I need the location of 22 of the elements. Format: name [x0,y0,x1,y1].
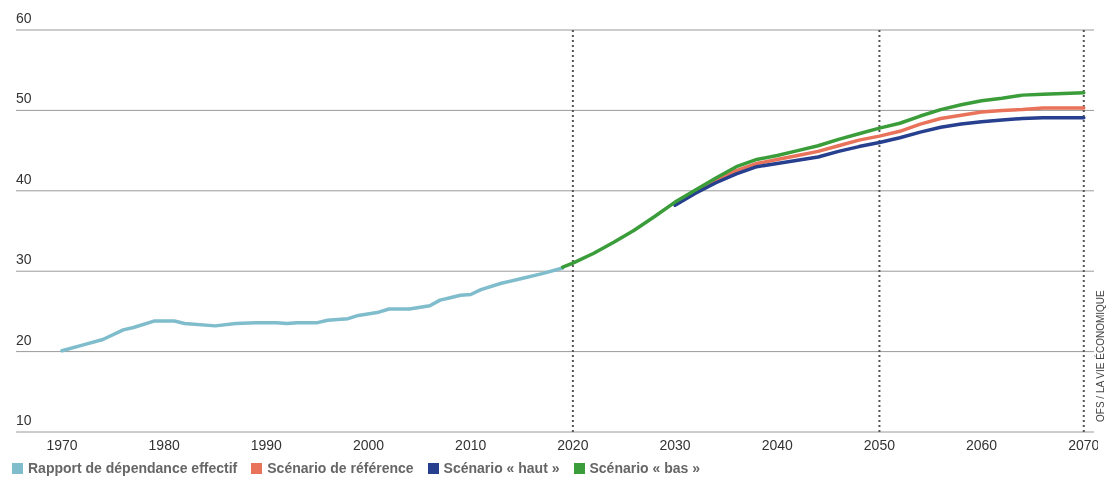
x-tick-label: 1970 [46,436,78,453]
text: OFS / LA VIE ÉCONOMIQUE [1095,290,1106,422]
y-tick-label: 40 [16,170,32,187]
x-tick-label: 1990 [250,436,283,453]
x-tick-label: 2060 [966,436,998,453]
x-tick-label: 2000 [352,436,385,453]
y-tick-label: 60 [16,10,32,26]
legend-label: Scénario « haut » [442,460,560,476]
x-tick-label: 2050 [863,436,896,453]
y-tick-label: 50 [16,90,32,107]
x-tick-label: 2010 [455,436,487,453]
legend-label: Scénario « bas » [588,460,701,476]
x-tick-label: 2020 [557,436,589,453]
legend-label: Scénario de référence [266,460,414,476]
x-tick-label: 2040 [761,436,794,453]
y-tick-label: 10 [16,412,32,428]
x-tick-label: 2030 [659,436,691,453]
x-tick-label: 1980 [148,436,180,453]
y-tick-label: 30 [16,251,32,268]
x-tick-label: 2070 [1068,436,1100,453]
y-tick-label: 20 [16,331,32,348]
legend-label: Rapport de dépendance effectif [27,460,238,476]
